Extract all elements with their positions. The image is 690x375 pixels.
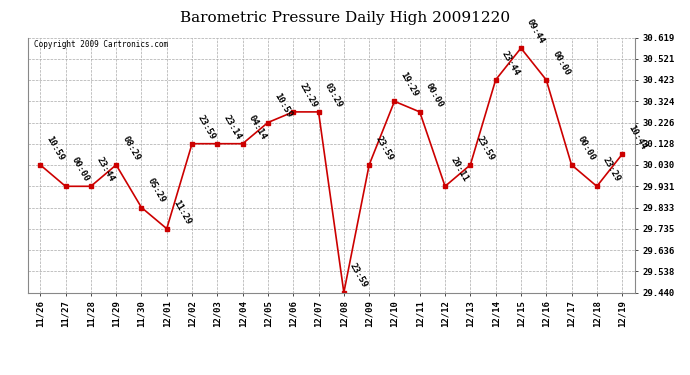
Text: 23:44: 23:44 [95,156,116,183]
Text: 23:14: 23:14 [221,113,243,141]
Text: 23:59: 23:59 [196,113,217,141]
Text: 20:11: 20:11 [449,156,471,183]
Text: 23:29: 23:29 [601,156,622,183]
Text: 19:29: 19:29 [399,71,420,99]
Text: 23:59: 23:59 [348,262,369,290]
Text: 10:44: 10:44 [627,124,647,152]
Text: 00:00: 00:00 [70,156,91,183]
Text: 09:44: 09:44 [525,18,546,45]
Text: 03:29: 03:29 [323,81,344,109]
Text: 23:59: 23:59 [475,134,495,162]
Text: 11:29: 11:29 [171,198,192,226]
Text: Barometric Pressure Daily High 20091220: Barometric Pressure Daily High 20091220 [180,11,510,25]
Text: 08:29: 08:29 [120,134,141,162]
Text: Copyright 2009 Cartronics.com: Copyright 2009 Cartronics.com [34,40,168,49]
Text: 23:44: 23:44 [500,50,521,77]
Text: 00:00: 00:00 [424,81,445,109]
Text: 05:29: 05:29 [146,177,167,205]
Text: 10:59: 10:59 [272,92,293,120]
Text: 04:14: 04:14 [247,113,268,141]
Text: 00:00: 00:00 [575,134,597,162]
Text: 23:59: 23:59 [373,134,395,162]
Text: 22:29: 22:29 [297,81,319,109]
Text: 00:00: 00:00 [551,50,571,77]
Text: 10:59: 10:59 [44,134,66,162]
